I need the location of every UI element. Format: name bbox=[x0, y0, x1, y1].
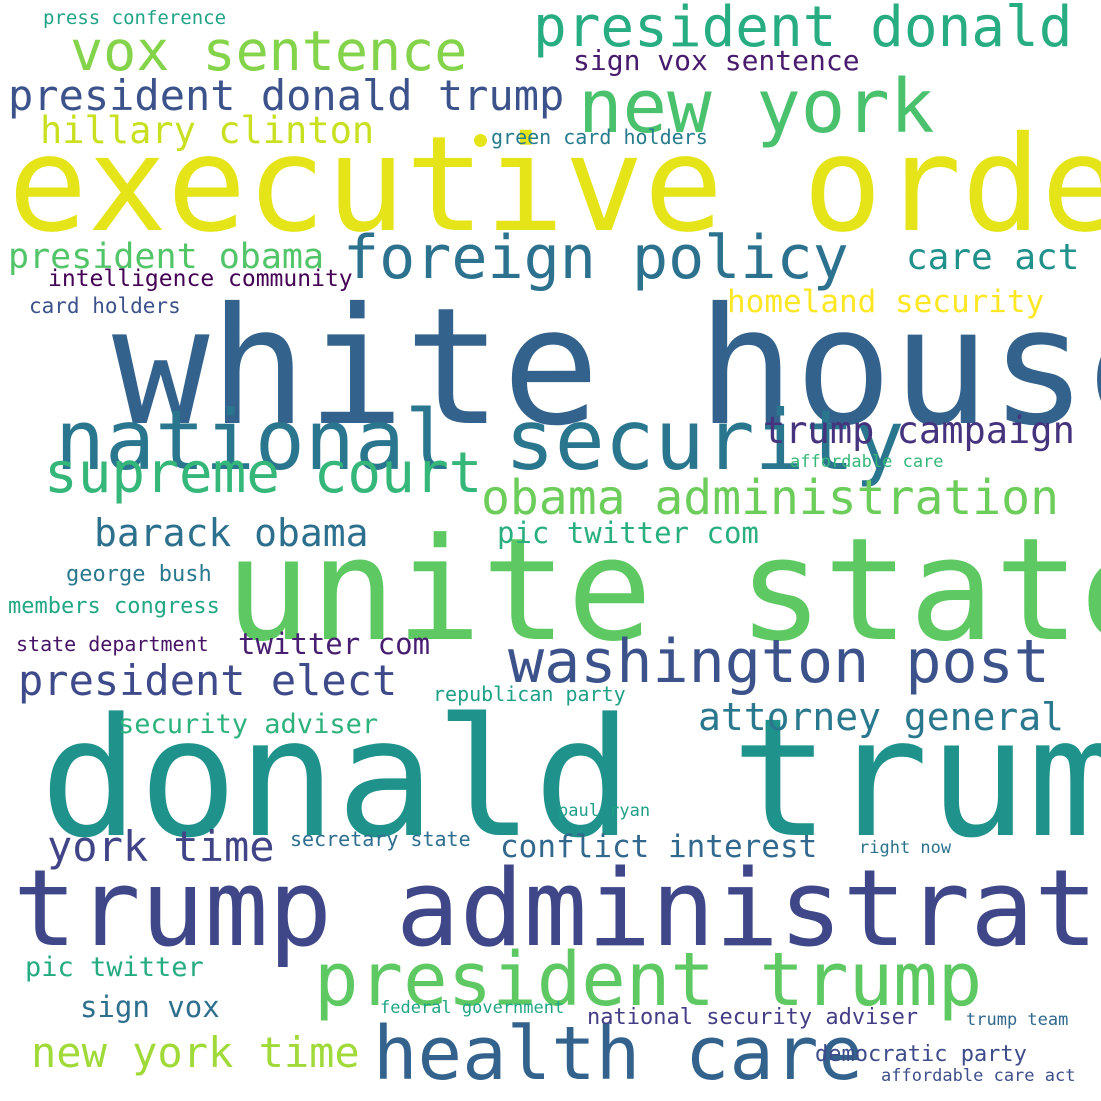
cloud-word: trump administration bbox=[13, 847, 1101, 970]
cloud-word: washington post bbox=[508, 627, 1050, 697]
cloud-word: sign vox sentence bbox=[573, 44, 860, 77]
cloud-word: paul ryan bbox=[558, 801, 651, 821]
cloud-word: pic twitter com bbox=[497, 516, 759, 550]
cloud-word: health care bbox=[373, 1011, 864, 1097]
dot-mark bbox=[474, 134, 487, 147]
cloud-word: supreme court bbox=[44, 441, 483, 506]
cloud-word: twitter com bbox=[238, 627, 431, 661]
cloud-word: trump team bbox=[966, 1010, 1069, 1030]
cloud-word: new york bbox=[578, 64, 935, 150]
cloud-word: press conference bbox=[43, 7, 227, 29]
cloud-word: president elect bbox=[18, 656, 398, 705]
cloud-word: white house bbox=[112, 274, 1101, 462]
cloud-word: secretary state bbox=[290, 827, 471, 851]
cloud-word: george bush bbox=[66, 562, 212, 587]
cloud-word: democratic party bbox=[815, 1042, 1027, 1067]
cloud-word: sign vox bbox=[80, 990, 220, 1024]
cloud-word: new york time bbox=[31, 1028, 360, 1077]
cloud-word: security adviser bbox=[118, 709, 379, 740]
cloud-word: foreign policy bbox=[343, 223, 849, 293]
cloud-word: trump campaign bbox=[763, 409, 1075, 452]
cloud-word: donald trump bbox=[40, 683, 1101, 874]
cloud-word: president donald bbox=[533, 0, 1073, 60]
cloud-word: state department bbox=[16, 632, 209, 656]
cloud-word: homeland security bbox=[727, 284, 1045, 320]
cloud-word: federal government bbox=[380, 998, 565, 1018]
cloud-word: national security bbox=[55, 392, 905, 489]
cloud-word: intelligence community bbox=[48, 266, 353, 292]
cloud-word: card holders bbox=[29, 294, 181, 318]
cloud-word: conflict interest bbox=[500, 829, 818, 865]
cloud-word: affordable care act bbox=[881, 1066, 1076, 1086]
cloud-word: green card holders bbox=[491, 125, 708, 149]
cloud-word: national security adviser bbox=[587, 1005, 919, 1030]
cloud-word: york time bbox=[47, 822, 275, 871]
cloud-word: pic twitter bbox=[25, 952, 204, 983]
cloud-word: vox sentence bbox=[70, 19, 468, 83]
cloud-word: care act bbox=[906, 237, 1080, 278]
cloud-word: affordable care bbox=[790, 452, 944, 472]
cloud-word: executive order bbox=[8, 108, 1101, 262]
cloud-word: unite state bbox=[225, 508, 1101, 673]
cloud-word: republican party bbox=[433, 682, 626, 706]
cloud-word: president trump bbox=[314, 937, 983, 1023]
cloud-word: barack obama bbox=[94, 511, 369, 555]
cloud-word: obama administration bbox=[481, 470, 1059, 526]
cloud-word: president obama bbox=[8, 237, 325, 277]
cloud-word: hillary clinton bbox=[40, 109, 375, 152]
cloud-word: president donald trump bbox=[8, 71, 565, 120]
cloud-word: attorney general bbox=[698, 695, 1065, 739]
cloud-word: members congress bbox=[8, 594, 220, 619]
cloud-word: right now bbox=[859, 838, 952, 858]
